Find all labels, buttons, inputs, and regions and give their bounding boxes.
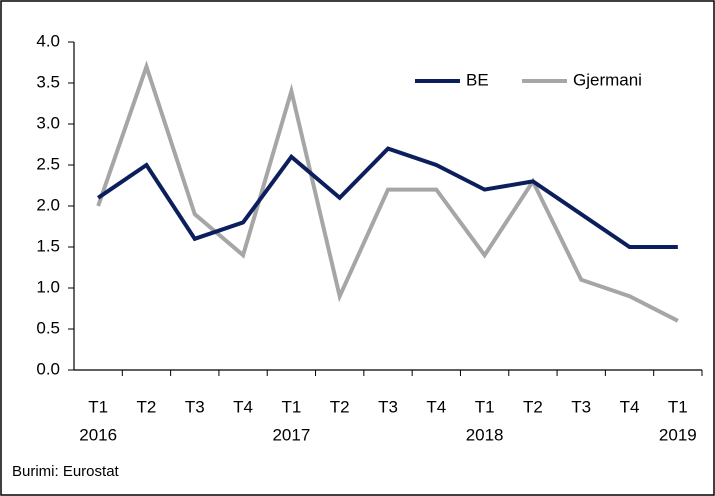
x-tick-label: T2 — [137, 397, 157, 416]
x-tick-label: T1 — [88, 397, 108, 416]
legend-label: Gjermani — [573, 70, 642, 89]
x-tick-label: T4 — [620, 397, 640, 416]
y-tick-label: 3.5 — [36, 72, 60, 91]
x-tick-label: T3 — [185, 397, 205, 416]
x-tick-label: T1 — [668, 397, 688, 416]
y-tick-label: 1.0 — [36, 277, 60, 296]
y-tick-label: 0.5 — [36, 318, 60, 337]
y-tick-label: 4.0 — [36, 31, 60, 50]
x-tick-label: T2 — [523, 397, 543, 416]
series-line — [96, 60, 679, 323]
x-tick-label: T1 — [281, 397, 301, 416]
y-tick-label: 2.5 — [36, 154, 60, 173]
source: Burimi: Eurostat — [12, 463, 120, 480]
y-tick-label: 1.5 — [36, 236, 60, 255]
legend-label: BE — [466, 70, 489, 89]
x-tick-label: T3 — [378, 397, 398, 416]
x-year-label: 2016 — [79, 425, 117, 444]
x-year-label: 2019 — [659, 425, 697, 444]
series-line — [97, 146, 678, 249]
x-tick-label: T3 — [571, 397, 591, 416]
x-tick-label: T4 — [233, 397, 253, 416]
x-tick-label: T4 — [426, 397, 446, 416]
y-tick-label: 2.0 — [36, 195, 60, 214]
x-year-label: 2017 — [272, 425, 310, 444]
x-tick-label: T2 — [330, 397, 350, 416]
y-tick-label: 0.0 — [36, 359, 60, 378]
x-year-label: 2018 — [466, 425, 504, 444]
y-tick-label: 3.0 — [36, 113, 60, 132]
x-tick-label: T1 — [475, 397, 495, 416]
